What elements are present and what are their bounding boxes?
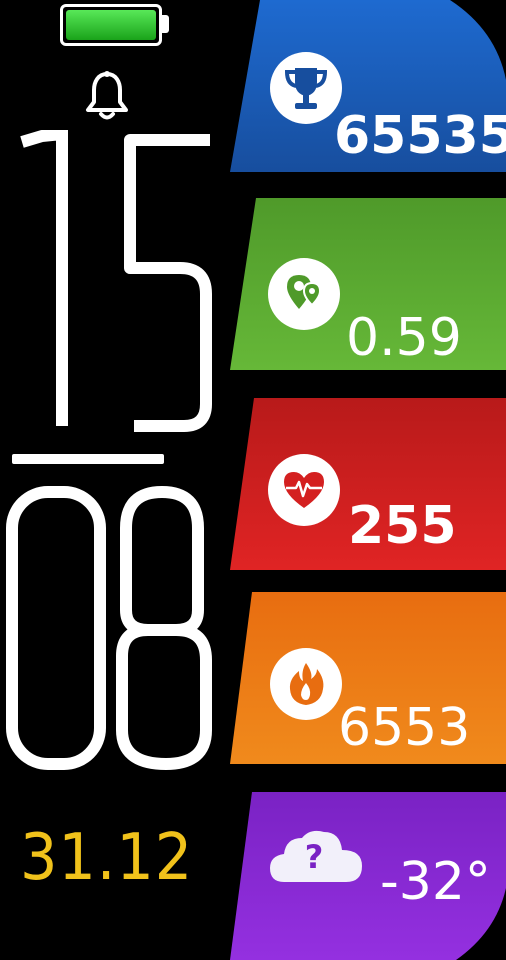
time-divider <box>12 454 164 464</box>
bell-icon <box>84 70 130 122</box>
distance-value: 0.59 <box>346 308 462 368</box>
battery-cap <box>162 15 169 33</box>
steps-panel[interactable]: 65535 <box>230 0 506 172</box>
heart-rate-value: 255 <box>348 496 457 556</box>
heart-rate-icon <box>268 454 340 526</box>
flame-icon <box>270 648 342 720</box>
map-pin-icon <box>268 258 340 330</box>
distance-panel[interactable]: 0.59 <box>230 198 506 370</box>
calories-value: 6553 <box>338 698 471 758</box>
weather-panel[interactable]: ? -32° <box>230 792 506 960</box>
trophy-icon <box>270 52 342 124</box>
cloud-question-icon: ? <box>266 822 366 892</box>
battery-indicator <box>60 4 162 46</box>
calories-panel[interactable]: 6553 <box>230 592 506 764</box>
time-hours: 15 <box>0 130 240 440</box>
steps-value: 65535 <box>334 106 506 166</box>
date-text: 31.12 <box>20 821 194 895</box>
svg-text:?: ? <box>305 838 324 876</box>
heart-rate-panel[interactable]: 255 <box>230 398 506 570</box>
time-minutes: 08 <box>0 480 240 780</box>
battery-fill <box>66 10 156 40</box>
temperature-value: -32° <box>380 852 491 912</box>
